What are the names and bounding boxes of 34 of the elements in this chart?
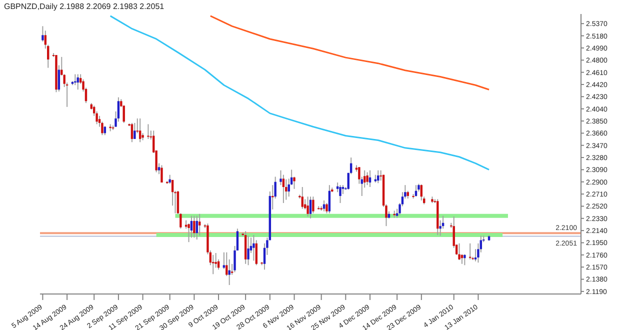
candlestick bbox=[138, 118, 142, 143]
candlestick bbox=[420, 184, 423, 201]
candlestick bbox=[134, 122, 136, 140]
candlestick bbox=[147, 124, 150, 140]
line-series bbox=[110, 15, 490, 170]
candlestick bbox=[339, 184, 342, 204]
candlestick bbox=[74, 74, 76, 86]
candlestick bbox=[306, 196, 309, 217]
candlestick bbox=[293, 176, 296, 190]
candlestick bbox=[247, 235, 250, 266]
candlestick bbox=[285, 178, 288, 200]
candlestick bbox=[282, 174, 285, 204]
candlestick bbox=[322, 200, 326, 212]
candlestick bbox=[198, 213, 201, 236]
line-series bbox=[210, 15, 490, 90]
candlestick bbox=[326, 202, 328, 214]
candlestick bbox=[464, 254, 466, 266]
candlestick bbox=[193, 215, 196, 238]
candlestick bbox=[309, 196, 312, 219]
candlestick bbox=[42, 26, 44, 42]
candlestick bbox=[366, 172, 368, 186]
candlestick bbox=[160, 164, 163, 184]
candlestick bbox=[458, 242, 460, 261]
candlestick bbox=[196, 215, 198, 240]
chart-title: GBPNZD,Daily 2.1988 2.2069 2.1983 2.2051 bbox=[4, 2, 164, 11]
candlestick bbox=[328, 184, 331, 214]
candlestick bbox=[158, 162, 160, 175]
candlestick bbox=[228, 258, 230, 286]
candlestick bbox=[109, 124, 112, 132]
candlestick bbox=[301, 186, 304, 210]
candlestick bbox=[280, 170, 282, 186]
candlestick bbox=[130, 122, 134, 143]
candlestick bbox=[252, 234, 255, 262]
candlestick bbox=[439, 220, 442, 236]
